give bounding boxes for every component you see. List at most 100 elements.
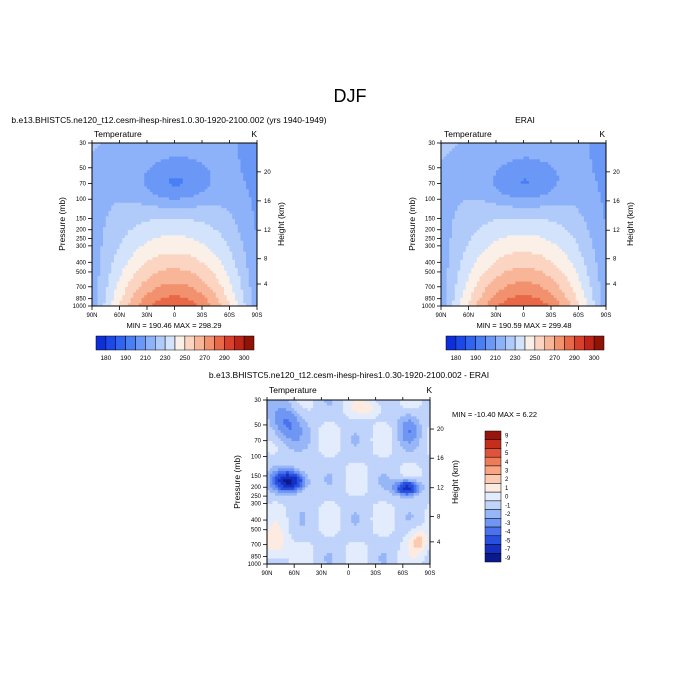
contour-cell: [191, 175, 195, 179]
contour-cell: [556, 186, 560, 190]
contour-cell: [127, 259, 131, 263]
contour-cell: [254, 221, 258, 225]
contour-cell: [188, 178, 192, 182]
contour-cell: [240, 257, 244, 261]
contour-cell: [207, 300, 211, 304]
contour-cell: [108, 170, 112, 174]
contour-cell: [108, 259, 112, 263]
contour-cell: [141, 276, 145, 280]
contour-cell: [460, 143, 464, 147]
contour-cell: [515, 145, 519, 149]
contour-cell: [545, 170, 549, 174]
contour-cell: [523, 178, 527, 182]
contour-cell: [111, 286, 115, 291]
contour-cell: [105, 148, 109, 152]
contour-cell: [116, 153, 120, 157]
contour-cell: [160, 273, 164, 277]
contour-cell: [237, 216, 241, 220]
contour-cell: [221, 224, 225, 228]
contour-cell: [237, 181, 241, 185]
contour-cell: [92, 303, 96, 307]
contour-cell: [248, 159, 252, 163]
contour-cell: [125, 175, 129, 179]
contour-cell: [191, 213, 195, 217]
contour-cell: [534, 183, 538, 187]
contour-cell: [199, 265, 203, 269]
contour-cell: [94, 267, 98, 272]
contour-cell: [204, 248, 208, 253]
contour-cell: [496, 200, 500, 204]
contour-cell: [224, 208, 228, 212]
contour-cell: [493, 156, 497, 160]
contour-cell: [235, 164, 239, 168]
contour-cell: [155, 189, 159, 193]
contour-cell: [243, 162, 247, 166]
contour-cell: [144, 262, 148, 266]
contour-cell: [237, 153, 241, 157]
contour-cell: [155, 297, 159, 301]
contour-cell: [141, 208, 145, 212]
contour-cell: [163, 232, 167, 236]
contour-cell: [578, 167, 582, 171]
contour-cell: [114, 175, 118, 179]
contour-cell: [487, 170, 491, 174]
contour-cell: [570, 170, 574, 174]
contour-cell: [152, 191, 156, 196]
y-tick-label: 700: [76, 285, 87, 291]
contour-cell: [111, 219, 115, 223]
contour-cell: [224, 219, 228, 223]
contour-cell: [163, 197, 167, 201]
contour-cell: [111, 221, 115, 225]
contour-cell: [237, 143, 241, 147]
contour-cell: [218, 251, 222, 255]
contour-cell: [441, 145, 445, 149]
contour-cell: [191, 219, 195, 223]
contour-cell: [127, 229, 131, 234]
contour-cell: [229, 172, 233, 176]
contour-cell: [144, 170, 148, 174]
contour-cell: [193, 159, 197, 163]
contour-cell: [127, 200, 131, 204]
contour-cell: [443, 191, 447, 196]
contour-cell: [246, 186, 250, 190]
contour-cell: [221, 143, 225, 147]
contour-cell: [136, 238, 140, 242]
contour-cell: [468, 167, 472, 171]
contour-cell: [185, 232, 189, 236]
contour-cell: [149, 148, 153, 152]
contour-cell: [446, 162, 450, 166]
contour-cell: [103, 251, 107, 255]
contour-cell: [138, 148, 142, 152]
contour-cell: [251, 170, 255, 174]
contour-cell: [441, 153, 445, 157]
contour-cell: [482, 181, 486, 185]
contour-cell: [125, 216, 129, 220]
contour-cell: [138, 186, 142, 190]
contour-cell: [531, 143, 535, 147]
contour-cell: [518, 143, 522, 147]
contour-cell: [215, 145, 219, 149]
contour-cell: [224, 145, 228, 149]
contour-cell: [562, 194, 566, 198]
contour-cell: [441, 191, 445, 196]
contour-cell: [108, 197, 112, 201]
contour-cell: [457, 156, 461, 160]
contour-cell: [243, 200, 247, 204]
contour-cell: [226, 284, 230, 288]
contour-cell: [116, 151, 120, 155]
contour-cell: [474, 200, 478, 204]
contour-cell: [213, 162, 217, 166]
contour-cell: [103, 292, 107, 296]
contour-cell: [196, 205, 200, 209]
contour-cell: [600, 167, 604, 171]
contour-cell: [518, 170, 522, 174]
contour-cell: [122, 167, 126, 171]
contour-cell: [551, 183, 555, 187]
contour-cell: [202, 170, 206, 174]
contour-cell: [207, 178, 211, 182]
contour-cell: [144, 232, 148, 236]
contour-cell: [537, 194, 541, 198]
contour-cell: [251, 210, 255, 215]
contour-cell: [122, 232, 126, 236]
contour-cell: [97, 170, 101, 174]
